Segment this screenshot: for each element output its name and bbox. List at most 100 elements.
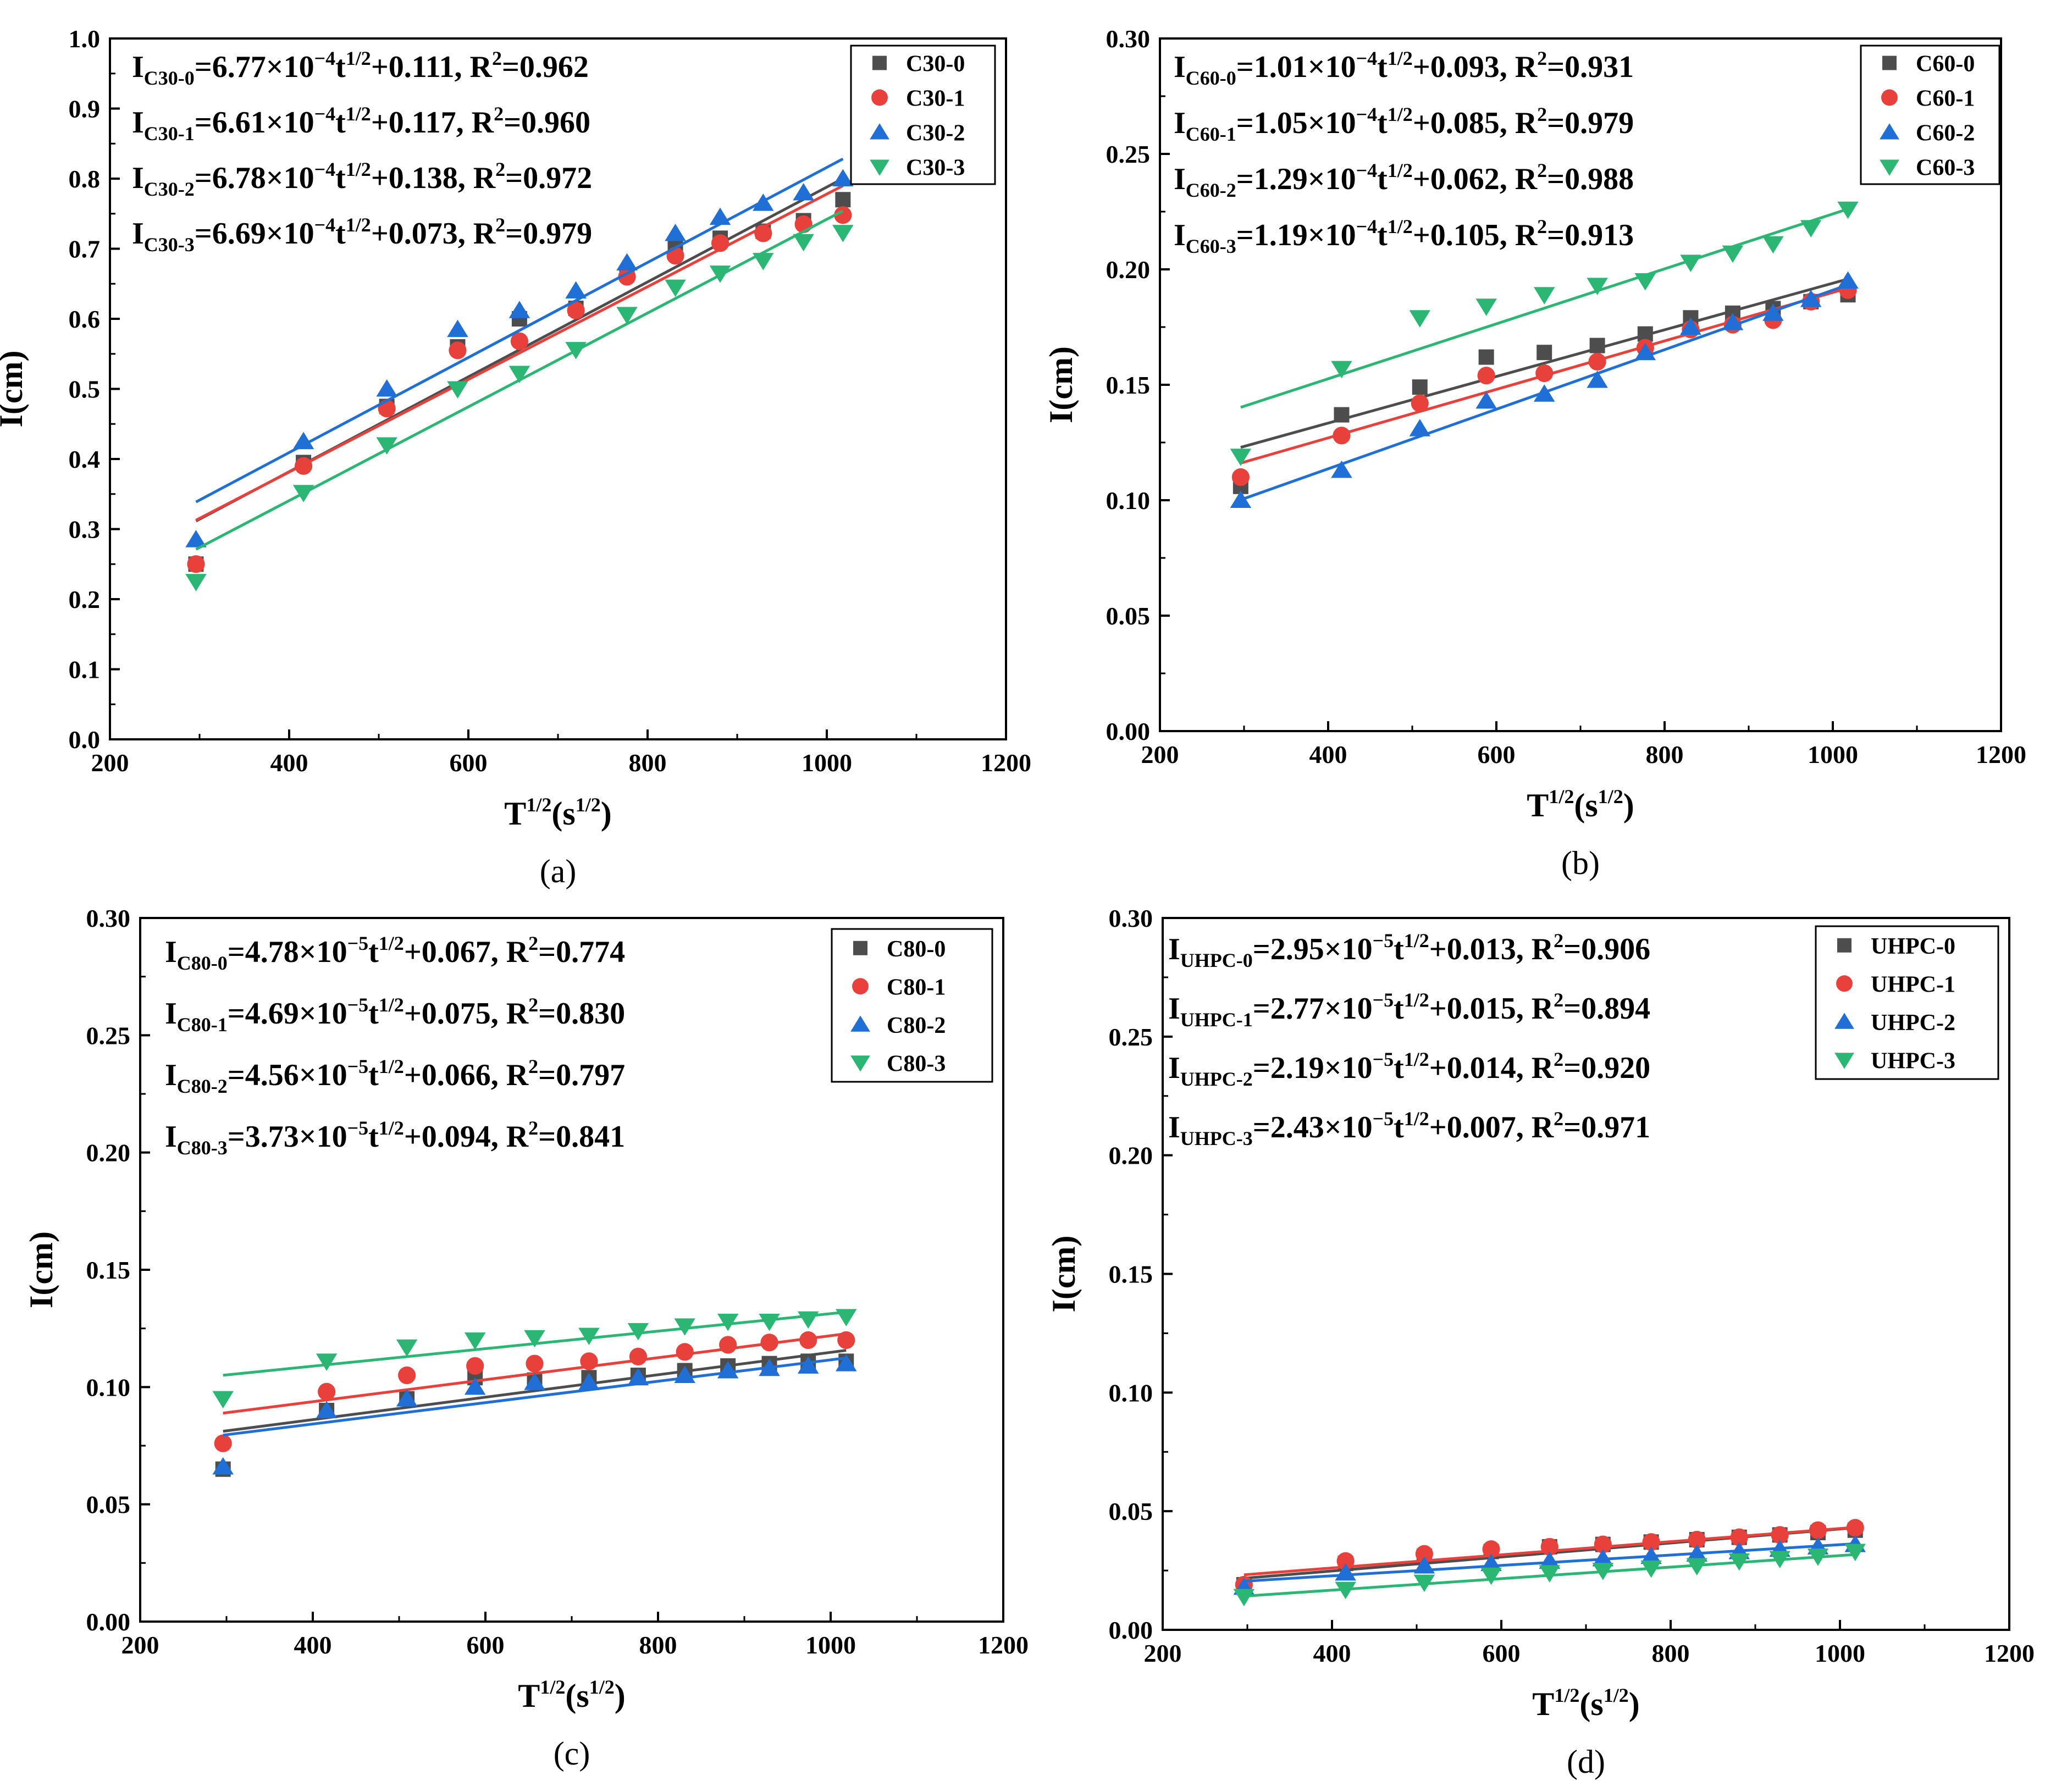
- data-point: [212, 1391, 234, 1409]
- data-point: [1409, 419, 1431, 436]
- data-point: [1411, 394, 1429, 412]
- data-point: [1537, 345, 1552, 361]
- data-point: [464, 1332, 486, 1350]
- legend-label: C80-2: [887, 1013, 946, 1038]
- data-point: [510, 332, 529, 350]
- y-axis-title: I(cm): [1046, 1236, 1082, 1313]
- x-axis-title: T1/2(s1/2): [1527, 786, 1634, 823]
- data-point: [1592, 1549, 1614, 1567]
- data-point: [1762, 236, 1784, 254]
- legend-label: UHPC-0: [1871, 934, 1955, 959]
- legend: C30-0 C30-1 C30-2 C30-3: [850, 45, 996, 185]
- y-tick-label: 0.30: [1109, 904, 1153, 932]
- series-C30-3: [185, 209, 854, 591]
- data-point: [760, 1334, 778, 1352]
- data-point: [524, 1373, 545, 1390]
- data-point: [1809, 1521, 1827, 1539]
- data-point: [214, 1434, 232, 1452]
- data-point: [1686, 1544, 1707, 1562]
- data-point: [1588, 352, 1606, 371]
- y-tick-label: 0.30: [86, 904, 131, 932]
- x-tick-label: 800: [629, 749, 667, 777]
- data-point: [1539, 1551, 1561, 1569]
- data-point: [1680, 255, 1701, 272]
- y-axis-title: I(cm): [1043, 346, 1079, 423]
- legend-marker: [850, 1015, 870, 1032]
- legend-marker: [872, 56, 887, 70]
- data-point: [1722, 245, 1744, 263]
- y-axis-title: I(cm): [23, 1231, 59, 1308]
- data-point: [524, 1330, 545, 1348]
- y-tick-label: 0.20: [86, 1139, 131, 1167]
- y-tick-label: 0.20: [1109, 1142, 1153, 1170]
- x-axis-title: T1/2(s1/2): [1532, 1684, 1639, 1722]
- data-point: [1592, 1563, 1614, 1580]
- data-point: [797, 1311, 819, 1329]
- data-point: [1807, 1548, 1829, 1566]
- panel-c: 200 400 600 800 1000 1200 0.00 0.05 0.10 0.15 0.20…: [23, 904, 1029, 1772]
- fit-equation: IUHPC-0=2.95×10−5t1/2+0.013, R2=0.906: [1168, 930, 1650, 971]
- data-point: [709, 207, 731, 225]
- x-tick-label: 600: [450, 749, 488, 777]
- data-point: [212, 1457, 234, 1475]
- legend-label: UHPC-3: [1871, 1048, 1955, 1074]
- data-point: [717, 1360, 739, 1379]
- y-tick-label: 0.9: [69, 95, 101, 123]
- data-point: [1642, 1533, 1660, 1551]
- data-point: [567, 301, 585, 319]
- legend-label: UHPC-1: [1871, 972, 1955, 997]
- data-point: [1231, 468, 1250, 486]
- data-point: [509, 301, 530, 318]
- data-point: [1335, 1563, 1356, 1581]
- x-tick-label: 1200: [1984, 1639, 2035, 1667]
- data-point: [1233, 1589, 1255, 1607]
- legend-label: C80-3: [887, 1051, 946, 1076]
- x-tick-label: 400: [270, 749, 308, 777]
- data-point: [709, 266, 731, 283]
- data-point: [1844, 1544, 1866, 1562]
- fit-equation: IC80-1=4.69×10−5t1/2+0.075, R2=0.830: [165, 994, 625, 1036]
- fit-equation: IC30-3=6.69×10−4t1/2+0.073, R2=0.979: [132, 214, 592, 256]
- y-tick-label: 0.25: [1106, 140, 1151, 168]
- data-point: [580, 1352, 598, 1370]
- y-tick-label: 0.05: [1109, 1497, 1153, 1525]
- x-tick-label: 800: [1652, 1639, 1690, 1667]
- data-point: [1331, 460, 1352, 478]
- data-point: [1800, 220, 1822, 237]
- data-point: [1634, 342, 1656, 361]
- data-point: [1230, 449, 1252, 466]
- legend-label: C30-2: [906, 121, 965, 146]
- data-point: [832, 225, 854, 242]
- y-tick-label: 0.0: [69, 726, 101, 754]
- data-point: [759, 1358, 780, 1376]
- data-point: [1540, 1537, 1558, 1556]
- x-tick-label: 800: [1646, 740, 1684, 768]
- data-point: [836, 1354, 857, 1371]
- data-point: [1680, 317, 1701, 335]
- data-point: [753, 193, 774, 211]
- panel-label: (a): [540, 853, 577, 889]
- y-tick-label: 0.7: [69, 235, 101, 263]
- data-point: [1477, 367, 1495, 385]
- data-point: [1533, 384, 1555, 402]
- data-point: [1640, 1546, 1662, 1564]
- legend: C60-0 C60-1 C60-2 C60-3: [1860, 45, 2000, 185]
- y-tick-label: 0.2: [69, 585, 101, 613]
- data-point: [396, 1389, 418, 1407]
- data-point: [447, 319, 468, 338]
- legend-label: C30-0: [906, 52, 965, 77]
- data-point: [627, 1368, 649, 1386]
- y-tick-label: 0.30: [1106, 25, 1151, 53]
- y-tick-label: 0.10: [1109, 1379, 1153, 1407]
- data-point: [754, 224, 772, 242]
- data-point: [1413, 1574, 1435, 1592]
- data-point: [398, 1366, 416, 1385]
- panel-d: 200 400 600 800 1000 1200 0.00 0.05 0.10 0.15 0.20…: [1046, 904, 2035, 1780]
- panel-label: (b): [1561, 845, 1600, 881]
- data-point: [674, 1365, 695, 1383]
- y-tick-label: 0.25: [86, 1021, 131, 1049]
- data-point: [674, 1318, 695, 1336]
- data-point: [836, 1309, 857, 1326]
- fit-line: [223, 1356, 847, 1437]
